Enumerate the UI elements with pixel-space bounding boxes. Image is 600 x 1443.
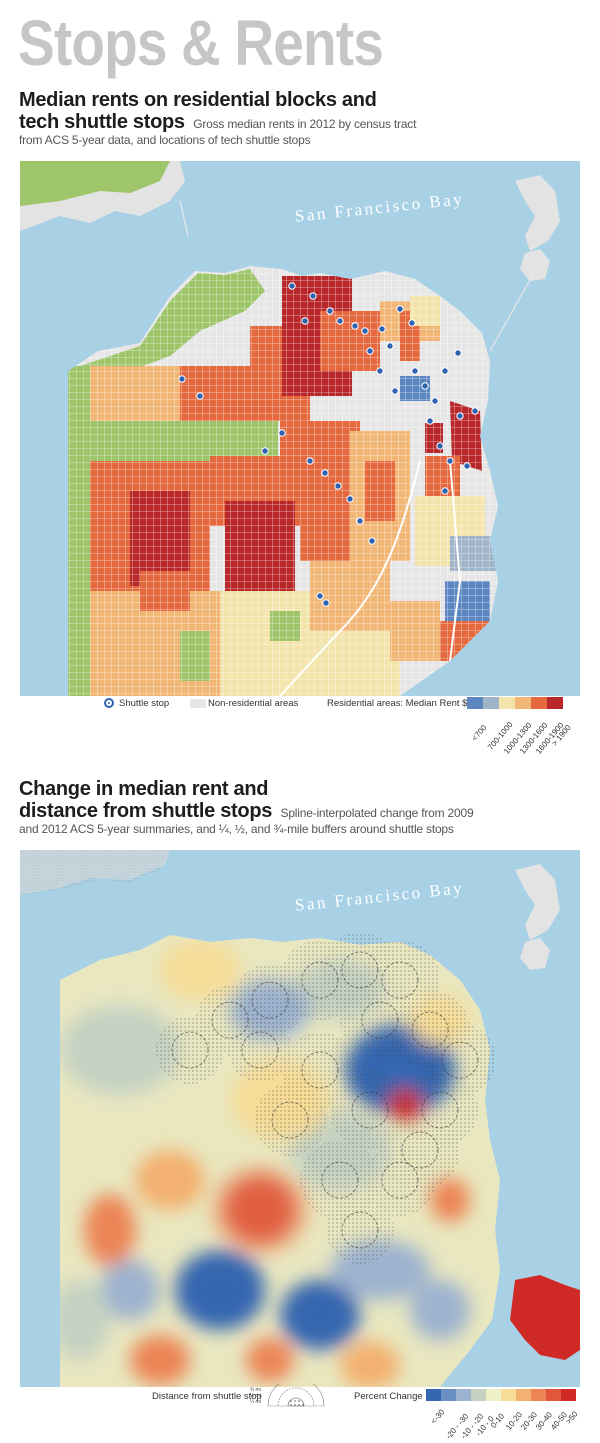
buffer-label-2: ½ mi bbox=[250, 1393, 261, 1399]
section1-title-line2: tech shuttle stops bbox=[19, 111, 185, 133]
hunters-point-high-change bbox=[510, 1275, 580, 1360]
buffer-legend-graphic bbox=[267, 1384, 325, 1407]
section2-title-row: distance from shuttle stops Spline-inter… bbox=[19, 800, 474, 822]
rent-swatch-2 bbox=[483, 697, 499, 709]
distance-label: Distance from shuttle stop bbox=[152, 1391, 262, 1402]
rent-map-canvas: San Francisco Bay bbox=[20, 161, 580, 696]
change-class-1: <-30 bbox=[429, 1407, 447, 1426]
change-swatch-8 bbox=[531, 1389, 546, 1401]
yerba-buena bbox=[520, 249, 550, 281]
change-swatch-4 bbox=[471, 1389, 486, 1401]
section1-title-row: tech shuttle stops Gross median rents in… bbox=[19, 111, 416, 133]
legend-nonres-swatch bbox=[190, 699, 206, 708]
section1-subtitle-line2: from ACS 5-year data, and locations of t… bbox=[19, 133, 311, 147]
rent-tracts bbox=[68, 266, 498, 696]
legend-nonres-label: Non-residential areas bbox=[208, 698, 299, 709]
change-map-canvas: San Francisco Bay bbox=[20, 850, 580, 1387]
buffer-label-3: ¾ mi bbox=[250, 1387, 261, 1393]
rent-map: San Francisco Bay bbox=[20, 161, 580, 696]
yerba-buena-2 bbox=[520, 938, 550, 970]
buffer-labels: ¾ mi ½ mi ¼ mi bbox=[250, 1387, 261, 1405]
change-swatch-7 bbox=[516, 1389, 531, 1401]
legend-shuttle-label: Shuttle stop bbox=[119, 698, 170, 709]
section2-title-line1: Change in median rent and bbox=[19, 778, 269, 800]
change-swatch-9 bbox=[546, 1389, 561, 1401]
rent-swatch-3 bbox=[499, 697, 515, 709]
change-swatch-1 bbox=[426, 1389, 441, 1401]
buffer-label-1: ¼ mi bbox=[250, 1399, 261, 1405]
treasure-island bbox=[515, 175, 560, 251]
rent-swatch-5 bbox=[531, 697, 547, 709]
main-title: Stops & Rents bbox=[18, 7, 384, 79]
change-swatch-2 bbox=[441, 1389, 456, 1401]
section2-title-line2: distance from shuttle stops bbox=[19, 800, 273, 822]
change-swatch-5 bbox=[486, 1389, 501, 1401]
buffer-inner-rings bbox=[171, 951, 479, 1249]
treasure-island-2 bbox=[515, 864, 560, 940]
rent-swatch-6 bbox=[547, 697, 563, 709]
change-class-10: >50 bbox=[564, 1409, 580, 1426]
bay-bridge bbox=[489, 270, 536, 352]
percent-change-label: Percent Change bbox=[354, 1391, 423, 1402]
golden-gate-bridge bbox=[179, 200, 189, 237]
shuttle-stop-legend-icon bbox=[104, 698, 114, 708]
section1-subtitle-line1: Gross median rents in 2012 by census tra… bbox=[193, 117, 417, 131]
change-swatch-6 bbox=[501, 1389, 516, 1401]
change-swatches bbox=[426, 1389, 576, 1401]
marin-shade bbox=[20, 850, 170, 895]
change-map: San Francisco Bay bbox=[20, 850, 580, 1387]
rent-swatches bbox=[467, 697, 567, 709]
rent-class-1: <700 bbox=[470, 723, 489, 743]
shuttle-buffers bbox=[156, 932, 496, 1264]
change-class-6: 10-20 bbox=[504, 1410, 525, 1432]
section1-title-line1: Median rents on residential blocks and bbox=[19, 89, 377, 111]
section2-subtitle-line1: Spline-interpolated change from 2009 bbox=[280, 806, 474, 820]
change-class-5: 0-10 bbox=[489, 1411, 507, 1430]
section2-subtitle-line2: and 2012 ACS 5-year summaries, and ¼, ½,… bbox=[19, 822, 454, 836]
marin-park bbox=[20, 161, 170, 206]
rent-swatch-4 bbox=[515, 697, 531, 709]
change-swatch-10 bbox=[561, 1389, 576, 1401]
change-swatch-3 bbox=[456, 1389, 471, 1401]
legend-residential-label: Residential areas: Median Rent $ bbox=[327, 698, 468, 709]
shuttle-stops bbox=[178, 282, 479, 607]
rent-swatch-1 bbox=[467, 697, 483, 709]
